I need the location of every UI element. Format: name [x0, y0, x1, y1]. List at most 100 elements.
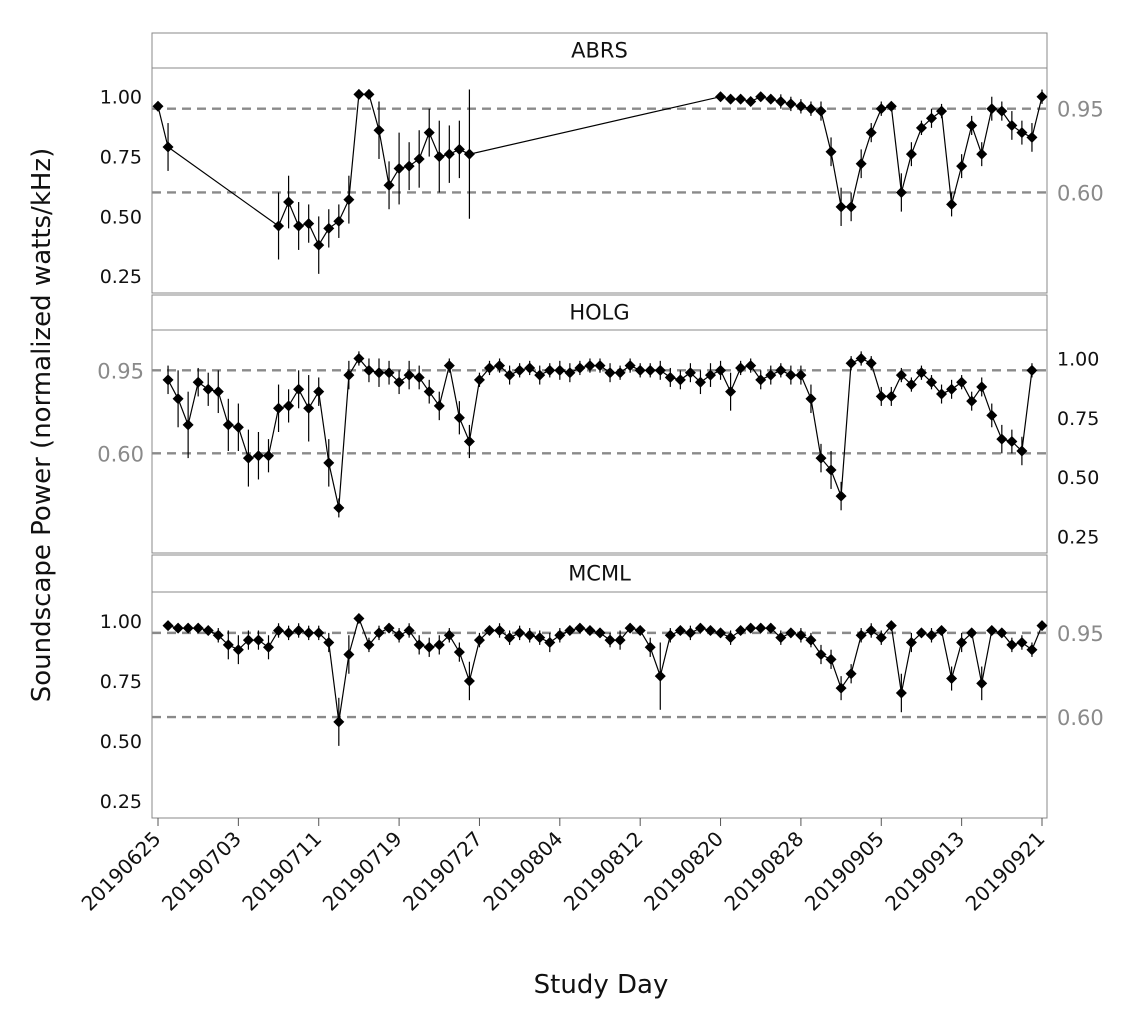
y-tick-label: 1.00	[100, 87, 142, 109]
y-tick-label: 0.50	[100, 731, 142, 753]
data-point	[795, 369, 807, 381]
data-point	[594, 360, 606, 372]
data-point	[805, 393, 817, 405]
panel-mcml: MCML 0.60 0.95 0.25 0.50 0.75 1.00	[100, 554, 1104, 819]
data-point	[976, 381, 988, 393]
data-point	[373, 367, 385, 379]
data-point	[494, 360, 506, 372]
data-point	[443, 360, 455, 372]
data-point	[584, 360, 596, 372]
y-tick-label: 0.75	[100, 671, 142, 693]
data-point	[976, 148, 988, 160]
data-point	[715, 91, 727, 103]
data-point	[915, 122, 927, 134]
data-point	[825, 464, 837, 476]
data-point	[363, 88, 375, 100]
data-point	[293, 383, 305, 395]
data-point	[986, 103, 998, 115]
data-point	[855, 629, 867, 641]
data-point	[584, 624, 596, 636]
data-point	[815, 649, 827, 661]
data-point	[835, 490, 847, 502]
data-point	[956, 376, 968, 388]
y-tick-label: 0.75	[1057, 408, 1099, 430]
data-point	[534, 632, 546, 644]
data-point	[564, 367, 576, 379]
data-point	[273, 220, 285, 232]
panel-title: MCML	[568, 562, 631, 586]
series-line	[157, 93, 1043, 247]
data-point	[765, 93, 777, 105]
x-tick-label: 20190727	[398, 827, 487, 916]
data-point	[745, 622, 757, 634]
data-point	[162, 141, 174, 153]
data-point	[795, 629, 807, 641]
data-point	[684, 627, 696, 639]
data-point	[222, 639, 234, 651]
data-point	[403, 160, 415, 172]
data-point	[875, 103, 887, 115]
panel-strip	[151, 554, 1048, 593]
x-tick-label: 20190719	[318, 827, 407, 916]
data-point	[303, 627, 315, 639]
data-point	[976, 677, 988, 689]
data-point	[303, 402, 315, 414]
data-point	[293, 624, 305, 636]
data-point	[313, 239, 325, 251]
data-point	[775, 632, 787, 644]
data-point	[905, 379, 917, 391]
data-point	[966, 395, 978, 407]
data-point	[956, 636, 968, 648]
series-line	[167, 357, 1033, 509]
data-point	[745, 360, 757, 372]
data-point	[1036, 620, 1048, 632]
data-point	[333, 716, 345, 728]
data-point	[242, 634, 254, 646]
data-point	[674, 624, 686, 636]
data-point	[413, 639, 425, 651]
data-point	[1006, 436, 1018, 447]
data-point	[393, 376, 405, 388]
data-point	[996, 627, 1008, 639]
data-point	[172, 622, 184, 634]
data-point	[715, 627, 727, 639]
data-point	[755, 374, 767, 386]
data-point	[1016, 445, 1028, 457]
data-point	[343, 649, 355, 661]
data-point	[634, 624, 646, 636]
plot-layer: ABRS 0.60 0.95 0.25 0.50 0.75 1.00 HOLG 0.60 0.95…	[77, 32, 1104, 916]
x-tick-label: 20190625	[77, 827, 166, 916]
data-point	[263, 641, 274, 653]
data-point	[885, 620, 897, 632]
data-point	[273, 402, 285, 414]
data-point	[403, 624, 415, 636]
data-point	[946, 673, 958, 685]
data-point	[413, 371, 425, 383]
data-point	[323, 222, 335, 234]
panel-title: HOLG	[569, 301, 629, 325]
data-point	[423, 386, 435, 398]
data-point	[524, 629, 536, 641]
data-point	[694, 622, 706, 634]
data-point	[263, 450, 274, 462]
data-point	[664, 629, 676, 641]
data-point	[725, 632, 737, 644]
data-point	[453, 646, 465, 658]
data-point	[936, 388, 948, 400]
data-point	[725, 93, 737, 105]
y-tick-label: 0.75	[100, 147, 142, 169]
data-point	[664, 371, 676, 383]
data-point	[252, 634, 264, 646]
data-point	[182, 622, 194, 634]
data-point	[514, 364, 526, 376]
y-tick-label: 0.50	[1057, 467, 1099, 489]
data-point	[202, 383, 214, 395]
ref-tick-label: 0.60	[1057, 706, 1104, 730]
data-point	[865, 127, 877, 139]
data-point	[684, 367, 696, 379]
ref-tick-label: 0.95	[97, 359, 144, 383]
data-point	[453, 143, 465, 155]
data-point	[313, 627, 325, 639]
data-point	[172, 393, 184, 405]
data-point	[504, 632, 516, 644]
